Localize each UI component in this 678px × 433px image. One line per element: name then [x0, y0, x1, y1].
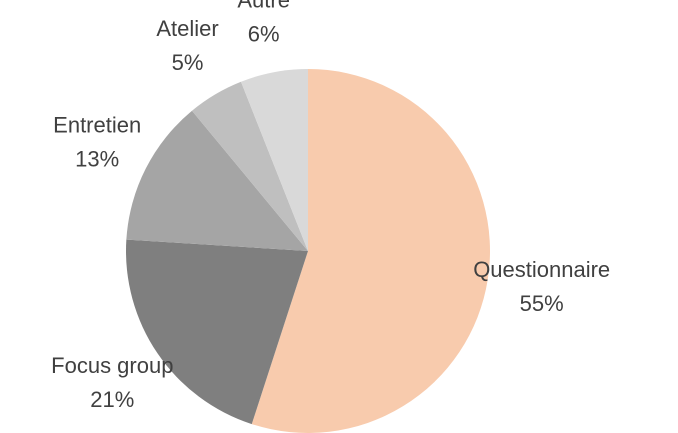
pie-slice: [125, 239, 308, 425]
slice-value-label: 55%: [520, 291, 564, 316]
slice-value-label: 21%: [90, 387, 134, 412]
slice-value-label: 6%: [248, 21, 280, 46]
pie-slice: [241, 69, 308, 251]
slice-label: Focus group: [51, 353, 173, 378]
pie-slice: [251, 69, 490, 433]
slice-label: Atelier: [156, 16, 218, 41]
slice-value-label: 13%: [75, 146, 119, 171]
slice-value-label: 5%: [172, 50, 204, 75]
pie-slice: [126, 110, 309, 251]
slice-label: Entretien: [53, 112, 141, 137]
pie-slice: [191, 81, 308, 252]
slice-label: Questionnaire: [473, 257, 610, 282]
slice-label: Autre: [237, 0, 290, 12]
